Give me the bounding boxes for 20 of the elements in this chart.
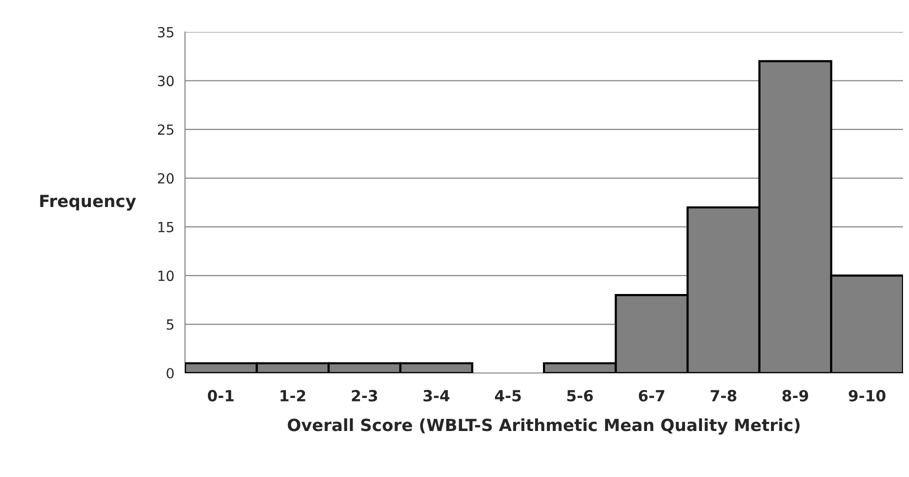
x-tick-label: 2-3 (352, 390, 378, 402)
x-tick-label: 5-6 (567, 390, 593, 402)
y-tick-label: 30 (158, 76, 174, 86)
x-tick-label: 3-4 (424, 390, 450, 402)
x-axis-title: Overall Score (WBLT-S Arithmetic Mean Quality Metric) (288, 418, 800, 435)
y-tick-label: 15 (158, 222, 174, 232)
x-tick-label: 9-10 (848, 390, 886, 402)
y-tick-label: 20 (158, 173, 174, 184)
x-tick-label: 7-8 (710, 390, 736, 402)
y-tick-label: 10 (158, 270, 174, 282)
y-axis-title: Frequency (40, 194, 136, 211)
x-tick-label: 4-5 (494, 390, 521, 402)
y-tick-label: 5 (166, 319, 174, 330)
y-tick-label: 0 (166, 368, 174, 378)
x-tick-label: 1-2 (280, 390, 306, 402)
x-tick-label: 8-9 (782, 390, 808, 402)
y-tick-label: 35 (158, 26, 174, 38)
x-tick-label: 0-1 (208, 390, 234, 402)
x-tick-label: 6-7 (638, 390, 664, 402)
y-tick-label: 25 (158, 124, 174, 135)
